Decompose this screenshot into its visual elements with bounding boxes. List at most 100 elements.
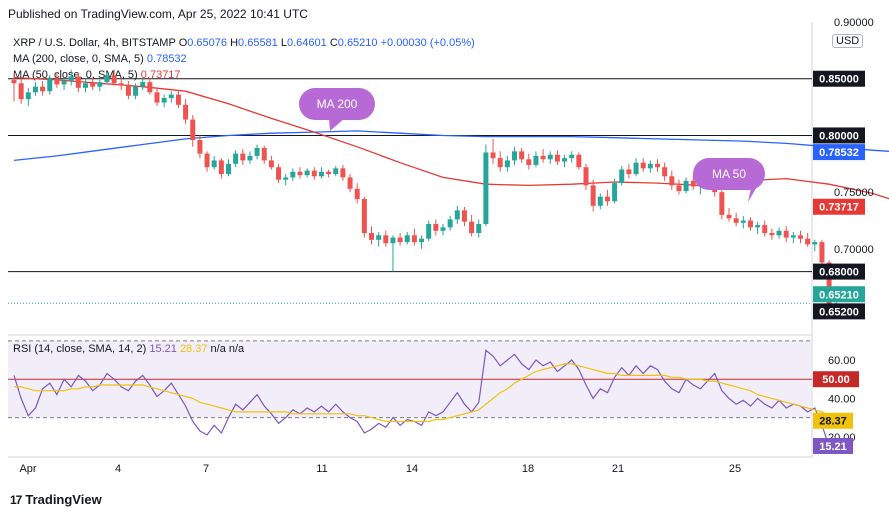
candle-body [354, 188, 360, 199]
time-tick-label: 25 [729, 463, 741, 475]
candle-body [247, 155, 253, 161]
candle [54, 71, 60, 88]
candle-body [190, 119, 196, 140]
candle-body [576, 154, 582, 168]
candle [604, 189, 610, 206]
candle-body [54, 78, 60, 85]
time-tick-label: 18 [522, 463, 534, 475]
candle [411, 228, 417, 246]
candle [304, 168, 310, 178]
candle-body [254, 147, 260, 156]
candle [762, 220, 768, 237]
candle [347, 174, 353, 193]
candle [118, 78, 124, 91]
candle-body [590, 185, 596, 206]
candle [290, 168, 296, 181]
candle [276, 163, 282, 184]
candle-body [261, 147, 267, 161]
candle [40, 80, 46, 96]
candle-body [476, 223, 482, 234]
candle [383, 230, 389, 247]
rsi-tick-label: 60.00 [828, 355, 856, 367]
candle-body [183, 104, 189, 120]
candle-body [812, 242, 818, 245]
candle [369, 226, 374, 245]
candle-body [783, 230, 789, 238]
candle-body [197, 139, 203, 154]
ma200-row: MA (200, close, 0, SMA, 5) 0.78532 [13, 51, 475, 67]
candle-body [297, 171, 303, 176]
candle-body [161, 98, 167, 103]
candle [297, 167, 303, 179]
candle [211, 155, 217, 170]
candle-body [540, 155, 546, 160]
candle [247, 151, 253, 164]
candle [733, 212, 739, 227]
candle [454, 205, 460, 224]
annotation-pointer [329, 118, 345, 131]
candle [47, 75, 53, 95]
candle [626, 163, 632, 179]
candle [397, 233, 403, 246]
candle-body [597, 196, 603, 206]
price-tag: 0.78532 [813, 144, 865, 161]
ma50-line [13, 76, 889, 200]
candle-body [83, 83, 88, 88]
candle-body [826, 262, 832, 306]
candle [340, 164, 346, 181]
candle-body [533, 155, 539, 165]
candle [547, 151, 553, 164]
candle-body [18, 83, 24, 100]
candle [83, 78, 88, 93]
candle [140, 78, 146, 91]
candle [476, 219, 482, 238]
candle-body [526, 159, 532, 165]
candle [726, 208, 732, 222]
candle [154, 87, 160, 106]
footer-brand-text: TradingView [25, 492, 102, 507]
rsi-midline-tag-label: 50.00 [822, 374, 850, 386]
candle-body [419, 238, 425, 243]
rsi-extra-values: n/a n/a [210, 343, 245, 355]
candle [326, 169, 332, 178]
rsi-tick-label: 40.00 [828, 393, 856, 405]
candle [426, 220, 432, 241]
candle [75, 73, 81, 93]
time-tick-label: 7 [203, 463, 209, 475]
candle [533, 151, 539, 168]
candle [755, 221, 761, 235]
candle-body [612, 183, 618, 202]
open-value: 0.65076 [187, 37, 228, 49]
candle [261, 145, 267, 164]
rsi-tag-label: 28.37 [819, 416, 847, 428]
candle [798, 230, 803, 244]
candle [354, 183, 360, 204]
candle-body [562, 158, 568, 162]
candle [776, 227, 782, 239]
candle-body [762, 225, 768, 234]
rsi-tag-label: 15.21 [819, 441, 847, 453]
candle-body [397, 237, 403, 243]
candle-body [483, 152, 489, 224]
candle-body [604, 196, 610, 202]
ma50-annotation: MA 50 [693, 158, 765, 202]
candle [461, 206, 467, 227]
candle-body [676, 185, 682, 192]
candle [376, 231, 382, 247]
price-tag-box [813, 127, 865, 144]
candle [226, 159, 231, 177]
candle-body [669, 176, 675, 186]
candle-body [469, 221, 475, 234]
candle-body [154, 92, 160, 103]
currency-button[interactable]: USD [832, 34, 864, 48]
high-value: 0.65581 [238, 37, 278, 49]
candle-body [755, 225, 761, 228]
candle-body [404, 235, 410, 243]
candle [183, 99, 189, 125]
published-header: Published on TradingView.com, Apr 25, 20… [8, 7, 308, 21]
candle-body [233, 153, 239, 164]
candle-body [790, 235, 796, 238]
low-label: L [280, 37, 287, 49]
candle [197, 135, 203, 159]
